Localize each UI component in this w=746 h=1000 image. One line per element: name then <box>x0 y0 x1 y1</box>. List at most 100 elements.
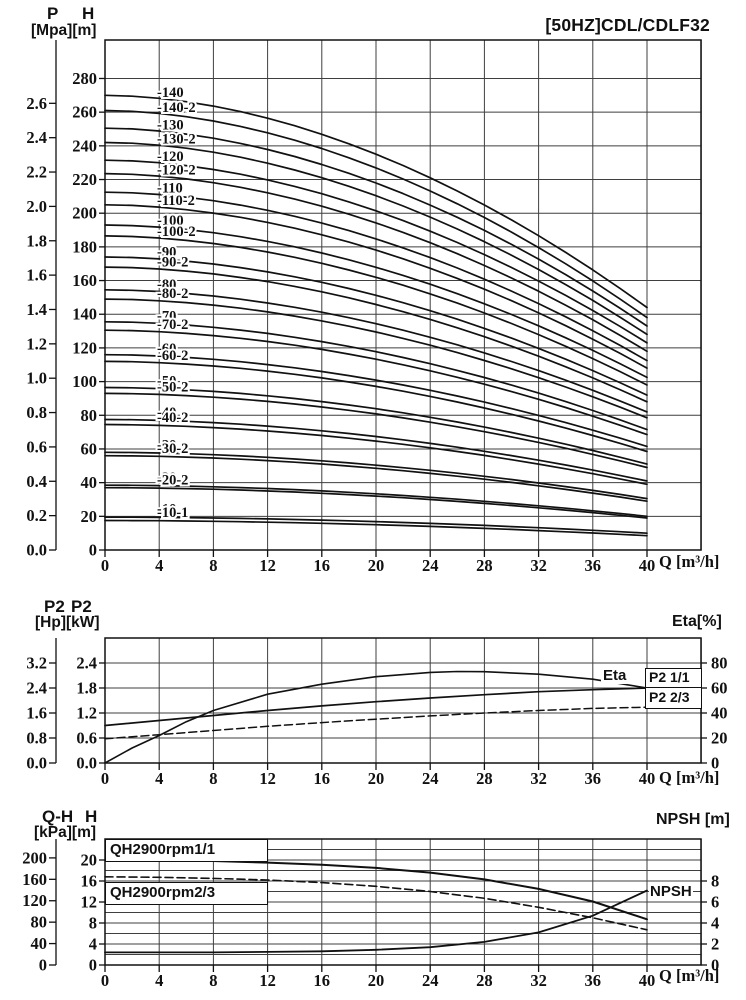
svg-text:2.4: 2.4 <box>26 128 47 147</box>
svg-text:0.8: 0.8 <box>26 729 47 748</box>
qh-head-axis-title: H <box>85 807 98 826</box>
svg-text:0.4: 0.4 <box>26 472 47 491</box>
svg-text:36: 36 <box>585 556 602 575</box>
svg-text:80: 80 <box>31 913 48 932</box>
svg-text:8: 8 <box>209 971 217 990</box>
svg-text:20: 20 <box>368 769 385 788</box>
svg-text:-90: -90 <box>157 245 176 261</box>
qh-axis-units: [kPa][m] <box>34 824 97 841</box>
svg-text:200: 200 <box>72 204 97 223</box>
qh-twothirds-curve-label: QH2900rpm2/3 <box>105 882 268 905</box>
svg-text:28: 28 <box>476 769 493 788</box>
svg-text:1.8: 1.8 <box>76 678 97 697</box>
svg-text:36: 36 <box>585 769 602 788</box>
svg-text:1.4: 1.4 <box>26 300 47 319</box>
svg-text:16: 16 <box>314 769 331 788</box>
svg-text:-10-1: -10-1 <box>157 505 188 521</box>
svg-text:-60: -60 <box>157 341 176 357</box>
svg-text:60: 60 <box>711 678 728 697</box>
svg-text:20: 20 <box>81 851 98 870</box>
svg-text:2: 2 <box>711 935 719 954</box>
svg-text:-130: -130 <box>157 117 184 133</box>
svg-text:-10: -10 <box>157 502 176 518</box>
p2-twothirds-curve-label: P2 2/3 <box>645 688 702 709</box>
svg-text:0.6: 0.6 <box>76 728 97 747</box>
svg-text:-120: -120 <box>157 149 184 165</box>
svg-text:8: 8 <box>209 769 217 788</box>
svg-text:180: 180 <box>72 237 97 256</box>
svg-text:32: 32 <box>530 971 547 990</box>
svg-text:1.8: 1.8 <box>26 231 47 250</box>
svg-text:0.0: 0.0 <box>76 754 97 773</box>
qh-kpa-axis-title: Q-H <box>42 807 74 826</box>
svg-text:8: 8 <box>209 556 217 575</box>
svg-text:140: 140 <box>72 305 97 324</box>
svg-text:-50-2: -50-2 <box>157 379 188 395</box>
svg-text:40: 40 <box>639 769 656 788</box>
svg-text:0: 0 <box>101 556 109 575</box>
flow-axis-unit-bottom: Q [m³/h] <box>659 966 720 985</box>
svg-text:4: 4 <box>155 769 163 788</box>
npsh-curve-label: NPSH <box>649 883 693 900</box>
svg-text:12: 12 <box>81 893 98 912</box>
svg-text:-110: -110 <box>157 181 183 197</box>
svg-text:-20: -20 <box>157 470 176 486</box>
svg-text:20: 20 <box>81 507 98 526</box>
svg-text:0: 0 <box>101 769 109 788</box>
flow-axis-unit-top: Q [m³/h] <box>659 552 720 571</box>
npsh-axis-title: NPSH [m] <box>656 811 730 828</box>
svg-text:32: 32 <box>530 769 547 788</box>
svg-text:0.0: 0.0 <box>26 754 47 773</box>
svg-text:160: 160 <box>22 870 47 889</box>
svg-text:-100: -100 <box>157 213 184 229</box>
svg-text:20: 20 <box>368 971 385 990</box>
svg-text:280: 280 <box>72 69 97 88</box>
svg-text:1.6: 1.6 <box>26 266 47 285</box>
svg-text:-70-2: -70-2 <box>157 317 188 333</box>
svg-text:6: 6 <box>711 893 719 912</box>
svg-text:12: 12 <box>259 556 276 575</box>
svg-text:2.0: 2.0 <box>26 197 47 216</box>
eta-curve-label: Eta <box>601 667 629 684</box>
svg-text:16: 16 <box>314 556 331 575</box>
svg-text:240: 240 <box>72 136 97 155</box>
svg-text:-140-2: -140-2 <box>157 100 196 116</box>
svg-text:0: 0 <box>711 754 719 773</box>
svg-text:3.2: 3.2 <box>26 654 47 673</box>
svg-text:-20-2: -20-2 <box>157 472 188 488</box>
qh-full-speed-curve-label: QH2900rpm1/1 <box>105 839 268 862</box>
svg-text:-70: -70 <box>157 309 176 325</box>
chart-title: [50HZ]CDL/CDLF32 <box>545 15 710 35</box>
svg-text:40: 40 <box>639 556 656 575</box>
svg-text:-110-2: -110-2 <box>157 193 195 209</box>
svg-text:32: 32 <box>530 556 547 575</box>
svg-text:40: 40 <box>639 971 656 990</box>
svg-text:-130-2: -130-2 <box>157 132 196 148</box>
p2-full-curve-label: P2 1/1 <box>645 668 702 688</box>
svg-text:24: 24 <box>422 556 439 575</box>
svg-text:1.2: 1.2 <box>76 703 97 722</box>
svg-text:-100-2: -100-2 <box>157 224 196 240</box>
svg-text:4: 4 <box>711 914 719 933</box>
svg-text:0: 0 <box>89 541 97 560</box>
svg-text:1.6: 1.6 <box>26 704 47 723</box>
svg-text:0: 0 <box>89 956 97 975</box>
flow-axis-unit-middle: Q [m³/h] <box>659 768 720 787</box>
efficiency-axis-title: Eta[%] <box>672 613 722 630</box>
power-efficiency-chart: 0 4 8 12 16 20 24 28 32 36 40 0.0 0.6 1.2 1.8 2.4 0 20 40 6… <box>26 637 728 788</box>
svg-text:0.8: 0.8 <box>26 403 47 422</box>
svg-text:0: 0 <box>101 971 109 990</box>
svg-text:-90-2: -90-2 <box>157 255 188 271</box>
svg-text:0.6: 0.6 <box>26 437 47 456</box>
head-flow-chart: 0 4 8 12 16 20 24 28 32 36 40 0 20 40 60 80 100 120 140 160… <box>26 39 702 575</box>
svg-text:40: 40 <box>711 703 728 722</box>
svg-text:-50: -50 <box>157 374 176 390</box>
svg-text:2.2: 2.2 <box>26 163 47 182</box>
svg-text:16: 16 <box>81 872 98 891</box>
svg-text:-40-2: -40-2 <box>157 410 188 426</box>
pressure-axis-title: P <box>47 4 59 23</box>
svg-text:2.4: 2.4 <box>76 653 97 672</box>
svg-text:20: 20 <box>368 556 385 575</box>
svg-text:1.2: 1.2 <box>26 334 47 353</box>
